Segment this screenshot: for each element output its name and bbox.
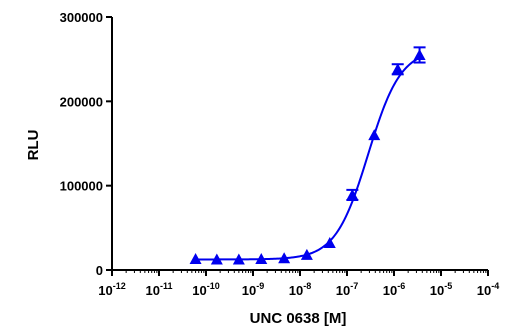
data-point-triangle	[391, 63, 404, 75]
y-tick-label: 200000	[60, 94, 103, 109]
x-tick-label: 10-6	[383, 281, 405, 298]
data-point-triangle	[323, 237, 336, 249]
data-point-triangle	[346, 188, 359, 200]
x-tick-base: 10	[336, 283, 350, 298]
x-tick-base: 10	[242, 283, 256, 298]
y-axis-title: RLU	[25, 130, 42, 161]
x-tick-base: 10	[98, 283, 112, 298]
data-point-triangle	[189, 253, 202, 265]
data-point-triangle	[368, 129, 381, 141]
data-point-triangle	[300, 248, 313, 260]
x-tick-exponent: -6	[397, 281, 405, 291]
x-tick-label: 10-4	[477, 281, 499, 298]
x-axis-title: UNC 0638 [M]	[250, 310, 347, 327]
x-tick-exponent: -8	[303, 281, 311, 291]
x-tick-base: 10	[477, 283, 491, 298]
axes	[111, 17, 488, 271]
x-tick-label: 10-12	[98, 281, 125, 298]
x-tick-exponent: -10	[207, 281, 220, 291]
x-tick-label: 10-10	[192, 281, 219, 298]
data-point-triangle	[278, 252, 291, 264]
data-points	[189, 46, 426, 265]
x-tick-base: 10	[192, 283, 206, 298]
data-point-triangle	[413, 48, 426, 60]
fit-curve	[195, 56, 421, 261]
y-tick-label: 100000	[60, 179, 103, 194]
x-tick-exponent: -12	[113, 281, 126, 291]
x-tick-base: 10	[383, 283, 397, 298]
x-tick-exponent: -11	[160, 281, 173, 291]
x-tick-label: 10-11	[146, 281, 173, 298]
y-tick-label: 0	[96, 263, 103, 278]
x-tick-label: 10-7	[336, 281, 358, 298]
x-tick-base: 10	[430, 283, 444, 298]
data-point-triangle	[232, 253, 245, 265]
x-tick-label: 10-9	[242, 281, 264, 298]
x-tick-base: 10	[146, 283, 160, 298]
x-tick-exponent: -5	[444, 281, 452, 291]
data-point-triangle	[255, 253, 268, 265]
x-ticks: 10-12 10-11 10-10 10-9 10-8 10-7 10-6 10-5 10-4	[98, 270, 499, 298]
x-tick-base: 10	[289, 283, 303, 298]
x-tick-label: 10-5	[430, 281, 452, 298]
x-tick-exponent: -4	[491, 281, 499, 291]
y-ticks: 0 100000 200000 300000	[60, 10, 112, 278]
x-tick-exponent: -7	[350, 281, 358, 291]
y-tick-label: 300000	[60, 10, 103, 25]
x-tick-exponent: -9	[256, 281, 264, 291]
data-point-triangle	[210, 253, 223, 265]
x-tick-label: 10-8	[289, 281, 311, 298]
